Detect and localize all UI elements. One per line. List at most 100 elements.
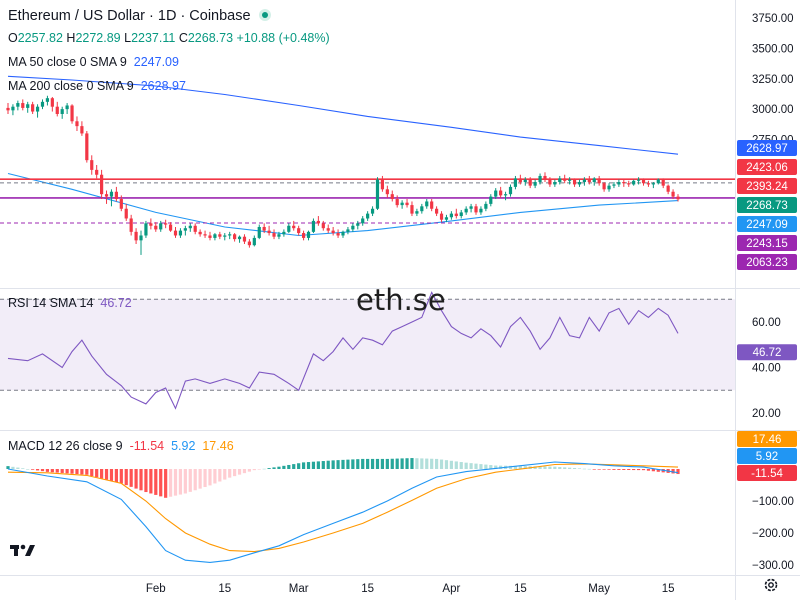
candle[interactable] xyxy=(218,234,222,237)
candle[interactable] xyxy=(439,213,444,220)
candle[interactable] xyxy=(484,203,488,209)
candle[interactable] xyxy=(287,225,291,232)
candle[interactable] xyxy=(464,208,468,213)
candle[interactable] xyxy=(168,224,173,231)
candle[interactable] xyxy=(60,109,64,114)
candle[interactable] xyxy=(366,213,370,219)
candle[interactable] xyxy=(301,233,306,238)
candle[interactable] xyxy=(528,179,532,186)
candle[interactable] xyxy=(95,169,99,175)
candle[interactable] xyxy=(405,202,409,206)
candle[interactable] xyxy=(144,223,148,236)
candle[interactable] xyxy=(558,178,562,183)
candle[interactable] xyxy=(676,196,680,200)
candle[interactable] xyxy=(173,230,178,236)
candle[interactable] xyxy=(178,230,183,236)
candle[interactable] xyxy=(331,230,335,234)
candle[interactable] xyxy=(415,211,419,214)
candle[interactable] xyxy=(297,228,301,234)
candle[interactable] xyxy=(548,179,552,185)
candle[interactable] xyxy=(518,178,522,183)
candle[interactable] xyxy=(607,185,611,190)
candle[interactable] xyxy=(228,234,232,236)
macd-legend[interactable]: MACD 12 26 close 9 -11.54 5.92 17.46 xyxy=(8,439,234,453)
candle[interactable] xyxy=(272,233,276,237)
candle[interactable] xyxy=(6,107,10,111)
candle[interactable] xyxy=(582,179,586,183)
candle[interactable] xyxy=(632,180,636,185)
candle[interactable] xyxy=(474,206,478,213)
candle[interactable] xyxy=(188,225,192,229)
candle[interactable] xyxy=(410,205,414,214)
candle[interactable] xyxy=(198,231,202,235)
candle[interactable] xyxy=(104,194,109,197)
candle[interactable] xyxy=(513,178,518,187)
candle[interactable] xyxy=(479,208,483,213)
candle[interactable] xyxy=(577,182,582,185)
candle[interactable] xyxy=(277,234,281,237)
candle[interactable] xyxy=(109,191,114,197)
candle[interactable] xyxy=(262,226,266,231)
rsi-legend[interactable]: RSI 14 SMA 14 46.72 xyxy=(8,296,132,310)
ma50-legend[interactable]: MA 50 close 0 SMA 9 2247.09 xyxy=(8,55,179,69)
candle[interactable] xyxy=(351,225,355,230)
tradingview-logo-icon[interactable] xyxy=(8,540,38,560)
candle[interactable] xyxy=(395,199,399,206)
candle[interactable] xyxy=(90,160,94,170)
candle[interactable] xyxy=(213,234,217,238)
candle[interactable] xyxy=(666,185,670,192)
candle[interactable] xyxy=(508,186,513,195)
candle[interactable] xyxy=(622,182,626,184)
candle[interactable] xyxy=(375,179,380,209)
candle[interactable] xyxy=(553,182,557,185)
candle[interactable] xyxy=(326,228,330,231)
candle[interactable] xyxy=(149,223,153,226)
candle[interactable] xyxy=(40,101,45,107)
candle[interactable] xyxy=(656,179,660,184)
candle[interactable] xyxy=(459,212,463,217)
candle[interactable] xyxy=(26,104,30,108)
candle[interactable] xyxy=(499,190,503,196)
candle[interactable] xyxy=(311,220,316,232)
candle[interactable] xyxy=(346,229,350,232)
candle[interactable] xyxy=(252,237,256,246)
candle[interactable] xyxy=(247,241,251,246)
candle[interactable] xyxy=(533,182,537,186)
candle[interactable] xyxy=(257,226,261,238)
candle[interactable] xyxy=(636,179,641,181)
candle[interactable] xyxy=(627,183,631,185)
candle[interactable] xyxy=(183,228,187,231)
candle[interactable] xyxy=(592,178,596,183)
candle[interactable] xyxy=(503,194,508,196)
candle[interactable] xyxy=(538,175,542,183)
candle[interactable] xyxy=(641,179,646,184)
candle[interactable] xyxy=(31,104,35,112)
candle[interactable] xyxy=(75,121,79,127)
candle[interactable] xyxy=(385,189,389,195)
gear-icon[interactable] xyxy=(762,576,780,594)
candle[interactable] xyxy=(164,223,168,225)
candle[interactable] xyxy=(129,218,133,232)
candle[interactable] xyxy=(661,179,665,186)
candle[interactable] xyxy=(16,103,20,107)
candle[interactable] xyxy=(651,183,655,185)
candle[interactable] xyxy=(454,213,458,217)
candle[interactable] xyxy=(444,217,449,220)
candle[interactable] xyxy=(45,98,50,102)
candle[interactable] xyxy=(35,106,40,112)
candle[interactable] xyxy=(208,235,212,238)
candle[interactable] xyxy=(617,182,621,185)
candle[interactable] xyxy=(321,223,325,229)
candle[interactable] xyxy=(55,106,59,114)
candle[interactable] xyxy=(572,179,577,185)
candle[interactable] xyxy=(223,235,227,237)
candle[interactable] xyxy=(11,106,15,111)
candle[interactable] xyxy=(193,225,197,232)
candle[interactable] xyxy=(267,230,271,234)
candle[interactable] xyxy=(65,105,69,110)
candle[interactable] xyxy=(425,201,429,207)
candle[interactable] xyxy=(80,126,84,134)
candle[interactable] xyxy=(597,178,601,184)
candle[interactable] xyxy=(646,183,651,185)
candle[interactable] xyxy=(563,178,567,181)
